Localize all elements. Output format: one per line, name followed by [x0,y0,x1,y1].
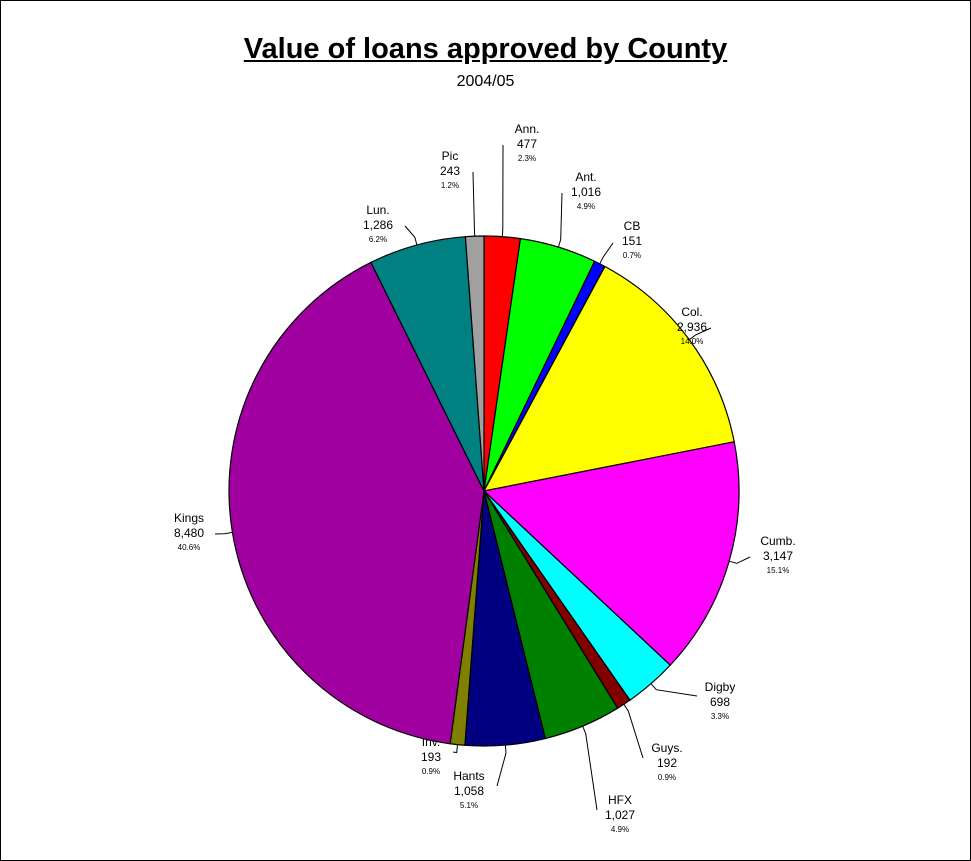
pie-slice-kings [228,261,485,745]
chart-subtitle: 2004/05 [456,73,515,90]
slice-value-label: 151 [622,234,642,248]
slice-value-label: 1,058 [454,784,484,798]
slice-name-label: Kings [174,511,204,525]
leader-line-inv [452,744,458,754]
slice-name-label: Ant. [575,170,596,184]
slice-value-label: 2,936 [677,320,707,334]
slice-percent-label: 14.0% [681,337,704,346]
slice-value-label: 1,286 [363,218,393,232]
slice-name-label: Digby [705,680,736,694]
slice-name-label: HFX [608,793,632,807]
slice-percent-label: 0.9% [658,773,676,782]
slice-name-label: Hants [453,769,484,783]
data-label-ann: Ann.477 2.3% [515,122,540,163]
leader-line-cumb [729,556,751,564]
leader-line-guys [623,703,644,759]
slice-percent-label: 3.3% [711,712,729,721]
leader-line-pic [472,171,476,237]
slice-value-label: 3,147 [763,549,793,563]
leader-line-col [688,327,712,341]
slice-percent-label: 6.2% [369,235,387,244]
slice-percent-label: 4.9% [577,202,595,211]
slice-name-label: Lun. [366,203,389,217]
leader-line-digby [650,683,698,697]
slice-percent-label: 1.2% [441,181,459,190]
slice-percent-label: 5.1% [460,801,478,810]
slice-value-label: 698 [710,695,730,709]
leader-line-lun [404,225,418,246]
leader-line-ant [557,192,563,248]
pie-slice-col [483,265,735,492]
slice-value-label: 192 [657,756,677,770]
data-label-cumb: Cumb.3,147 15.1% [760,534,795,575]
slice-percent-label: 2.3% [518,154,536,163]
slice-name-label: Guys. [651,741,682,755]
slice-value-label: 1,016 [571,185,601,199]
data-label-ant: Ant.1,016 4.9% [571,170,601,211]
slice-percent-label: 40.6% [178,543,201,552]
pie-slice-cumb [483,441,740,666]
slice-percent-label: 0.9% [422,767,440,776]
data-label-guys: Guys.192 0.9% [651,741,682,782]
slice-name-label: Cumb. [760,534,795,548]
slice-name-label: Pic [442,149,459,163]
slice-value-label: 193 [421,750,441,764]
leader-line-hfx [582,725,598,811]
data-label-lun: Lun.1,286 6.2% [363,203,393,244]
data-label-col: Col.2,936 14.0% [677,305,707,346]
leader-line-cb [599,242,614,265]
slice-value-label: 8,480 [174,526,204,540]
slice-value-label: 243 [440,164,460,178]
slice-percent-label: 15.1% [767,566,790,575]
slice-name-label: Col. [681,305,702,319]
leader-line-kings [214,531,233,535]
leader-line-hants [496,745,507,787]
leader-line-ann [501,144,504,237]
chart-title: Value of loans approved by County [243,33,728,65]
slice-value-label: 477 [517,137,537,151]
slice-name-label: Ann. [515,122,540,136]
slice-percent-label: 0.7% [623,251,641,260]
slice-value-label: 1,027 [605,808,635,822]
slice-percent-label: 4.9% [611,825,629,834]
slice-name-label: CB [624,219,641,233]
